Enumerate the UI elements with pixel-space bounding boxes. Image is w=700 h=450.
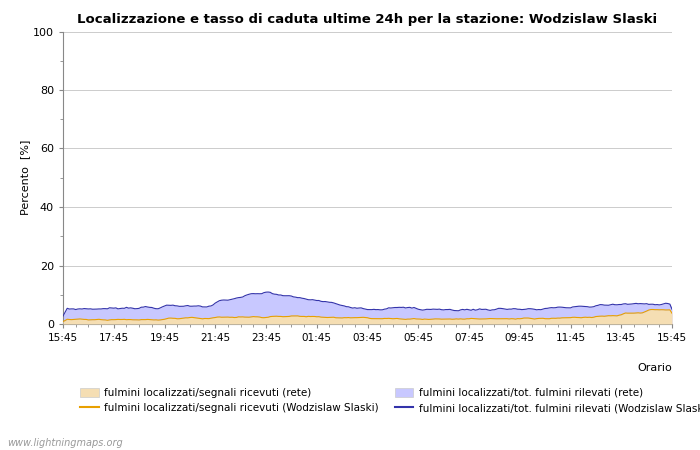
- Y-axis label: Percento  [%]: Percento [%]: [20, 140, 30, 216]
- Title: Localizzazione e tasso di caduta ultime 24h per la stazione: Wodzislaw Slaski: Localizzazione e tasso di caduta ultime …: [78, 13, 657, 26]
- Legend: fulmini localizzati/segnali ricevuti (rete), fulmini localizzati/segnali ricevut: fulmini localizzati/segnali ricevuti (re…: [80, 388, 700, 414]
- Text: www.lightningmaps.org: www.lightningmaps.org: [7, 438, 122, 448]
- Text: Orario: Orario: [637, 363, 672, 373]
